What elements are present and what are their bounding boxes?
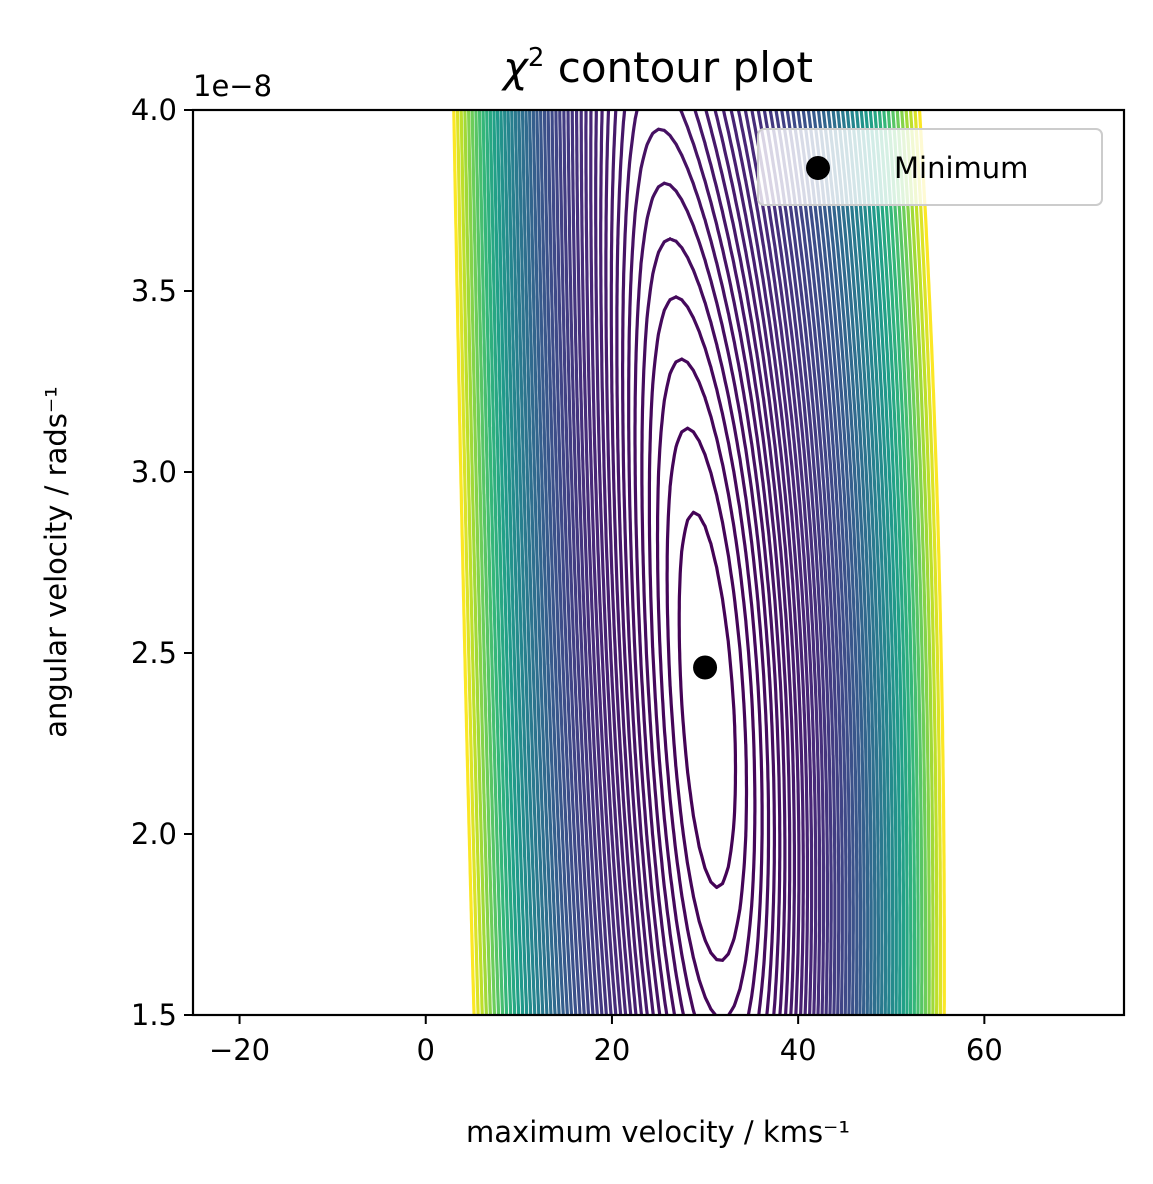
- contour-level: [524, 110, 873, 1015]
- contour-level: [615, 110, 792, 1015]
- legend-marker: [806, 156, 830, 180]
- y-tick-label: 3.5: [131, 274, 177, 308]
- contour-level: [677, 510, 738, 889]
- contour-level: [477, 110, 920, 1015]
- contour-level: [575, 110, 826, 1015]
- x-tick-label: 20: [593, 1033, 630, 1067]
- y-tick-label: 4.0: [131, 93, 177, 127]
- contour-level: [470, 110, 928, 1015]
- contour-level: [481, 110, 917, 1015]
- contour-level: [539, 110, 859, 1015]
- contour-level: [474, 110, 924, 1015]
- legend-label: Minimum: [894, 151, 1028, 185]
- contour-level: [517, 110, 880, 1015]
- contour-level: [528, 110, 870, 1015]
- contour-level: [467, 110, 931, 1015]
- contour-level: [554, 110, 844, 1015]
- contour-level: [584, 110, 818, 1015]
- contour-level: [535, 110, 863, 1015]
- contour-level: [499, 110, 898, 1015]
- y-tick-label: 2.5: [131, 636, 177, 670]
- contour-level: [513, 110, 884, 1015]
- contour-level: [621, 110, 787, 1015]
- contour-level: [566, 110, 833, 1015]
- contour-level: [558, 110, 841, 1015]
- y-axis: 1.5 2.0 2.5 3.0 3.5 4.0: [131, 93, 193, 1032]
- y-tick-label: 1.5: [131, 998, 177, 1032]
- contour-level: [570, 110, 829, 1015]
- contour-level: [599, 110, 805, 1015]
- x-tick-label: 40: [780, 1033, 817, 1067]
- chart-title: χ2 contour plot: [501, 43, 813, 92]
- x-tick-label: 60: [966, 1033, 1003, 1067]
- contour-level: [503, 110, 895, 1015]
- contour-level: [455, 110, 943, 1015]
- contour-level: [463, 110, 935, 1015]
- contour-level: [452, 110, 946, 1015]
- contour-level: [510, 110, 888, 1015]
- contour-level: [492, 110, 906, 1015]
- contour-level: [488, 110, 909, 1015]
- contour-level: [609, 110, 796, 1015]
- contour-level: [531, 110, 866, 1015]
- contour-level: [485, 110, 913, 1015]
- contour-level: [495, 110, 902, 1015]
- contour-level: [542, 110, 855, 1015]
- contour-level: [633, 181, 776, 1015]
- y-axis-label: angular velocity / rads⁻¹: [39, 386, 73, 738]
- contour-level: [665, 426, 749, 962]
- plot-frame: [191, 108, 1126, 1017]
- y-tick-label: 2.0: [131, 817, 177, 851]
- contour-level: [562, 110, 837, 1015]
- minimum-marker: [693, 655, 718, 680]
- x-tick-label: −20: [209, 1033, 270, 1067]
- contour-level: [604, 110, 801, 1015]
- contour-level: [627, 127, 782, 1015]
- contour-level: [459, 110, 939, 1015]
- y-tick-label: 3.0: [131, 455, 177, 489]
- contour-level: [579, 110, 822, 1015]
- legend: Minimum: [757, 128, 1103, 206]
- x-axis-label: maximum velocity / kms⁻¹: [466, 1115, 850, 1149]
- contour-lines: [452, 110, 946, 1015]
- contour-level: [647, 295, 764, 1015]
- x-axis: −20 0 20 40 60: [209, 1015, 1003, 1067]
- y-offset-text: 1e−8: [193, 69, 272, 103]
- contour-level: [550, 110, 848, 1015]
- contour-level: [506, 110, 891, 1015]
- contour-level: [546, 110, 852, 1015]
- legend-box: [757, 128, 1103, 206]
- contour-level: [589, 110, 814, 1015]
- contour-level: [520, 110, 877, 1015]
- x-tick-label: 0: [417, 1033, 435, 1067]
- contour-level: [594, 110, 810, 1015]
- contour-level: [655, 357, 757, 1015]
- contour-level: [640, 237, 771, 1015]
